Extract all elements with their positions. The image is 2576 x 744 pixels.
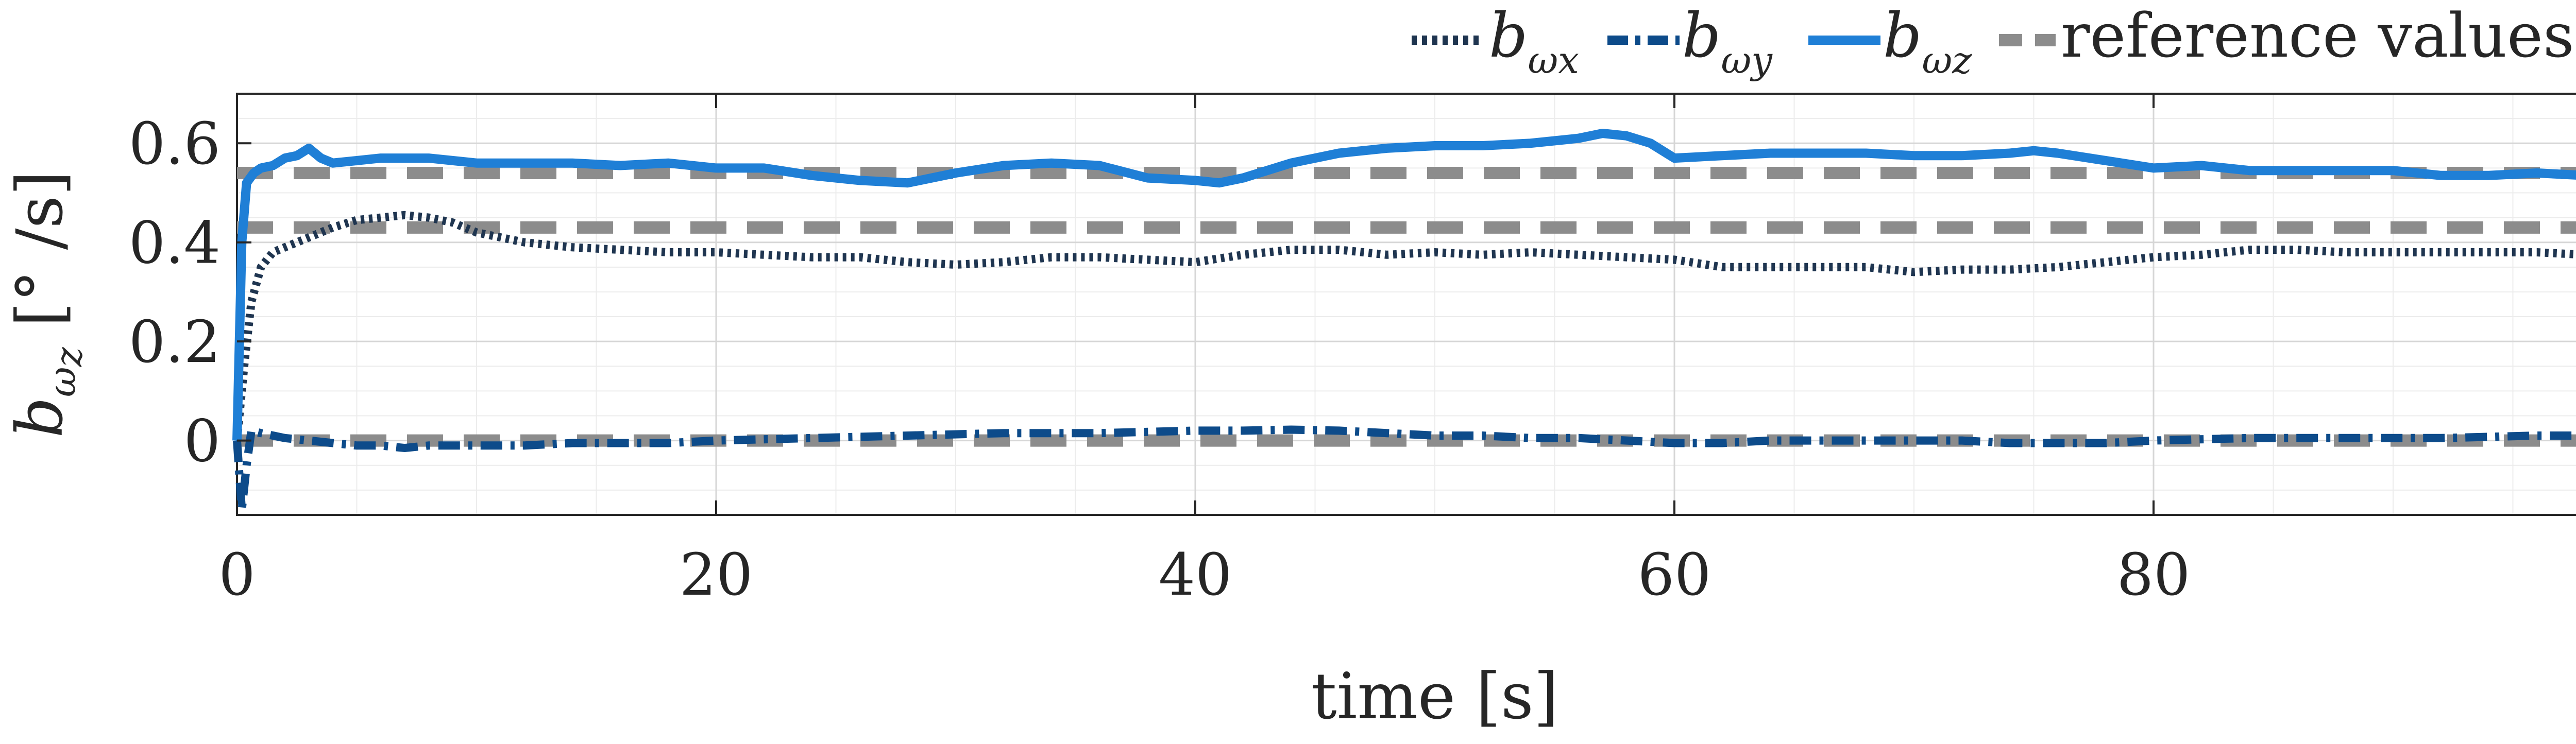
legend-entry-bwy: bωy bbox=[1607, 0, 1773, 82]
reference-lines bbox=[237, 166, 2576, 447]
legend-label-bwz: b bbox=[1883, 0, 1922, 71]
y-tick-label: 0 bbox=[184, 408, 221, 475]
legend: bωx bωy bωz reference values bbox=[1412, 0, 2574, 82]
svg-text:bωx: bωx bbox=[1489, 0, 1579, 82]
legend-entry-bwz: bωz bbox=[1808, 0, 1972, 82]
legend-label-bwy: b bbox=[1682, 0, 1721, 71]
series-line-1 bbox=[233, 425, 2576, 514]
grid-lines bbox=[236, 93, 2576, 515]
x-tick-label: 60 bbox=[1638, 542, 1711, 609]
y-axis-label: bωz [° /s] bbox=[3, 170, 90, 438]
series-line-2 bbox=[232, 129, 2576, 441]
axis-ticks: 02040608010000.20.40.6 bbox=[129, 94, 2191, 609]
legend-sub-bwy: ωy bbox=[1721, 39, 1773, 82]
y-tick-label: 0.4 bbox=[129, 210, 221, 277]
legend-entry-reference: reference values bbox=[1999, 0, 2574, 71]
x-axis-label: time [s] bbox=[1311, 660, 1558, 734]
legend-label-reference: reference values bbox=[2061, 0, 2574, 71]
y-tick-label: 0.6 bbox=[129, 111, 221, 178]
legend-label-bwx: b bbox=[1489, 0, 1528, 71]
svg-text:bωy: bωy bbox=[1682, 0, 1773, 82]
x-tick-label: 0 bbox=[218, 542, 255, 609]
legend-sub-bwx: ωx bbox=[1528, 39, 1579, 82]
y-tick-label: 0.2 bbox=[129, 309, 221, 376]
legend-sub-bwz: ωz bbox=[1922, 39, 1973, 82]
series-line-0 bbox=[233, 211, 2576, 441]
svg-text:bωz: bωz bbox=[1883, 0, 1972, 82]
x-tick-label: 80 bbox=[2117, 542, 2191, 609]
plot-area-frame bbox=[236, 93, 2576, 516]
x-tick-label: 20 bbox=[680, 542, 753, 609]
x-tick-label: 40 bbox=[1159, 542, 1232, 609]
legend-entry-bwx: bωx bbox=[1412, 0, 1579, 82]
series-lines bbox=[232, 129, 2576, 514]
